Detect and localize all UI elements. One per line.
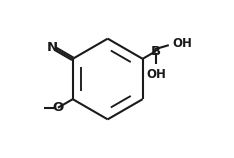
Text: B: B: [151, 45, 161, 58]
Text: O: O: [52, 101, 64, 114]
Text: OH: OH: [146, 68, 166, 81]
Text: N: N: [47, 40, 58, 54]
Text: OH: OH: [172, 37, 192, 50]
